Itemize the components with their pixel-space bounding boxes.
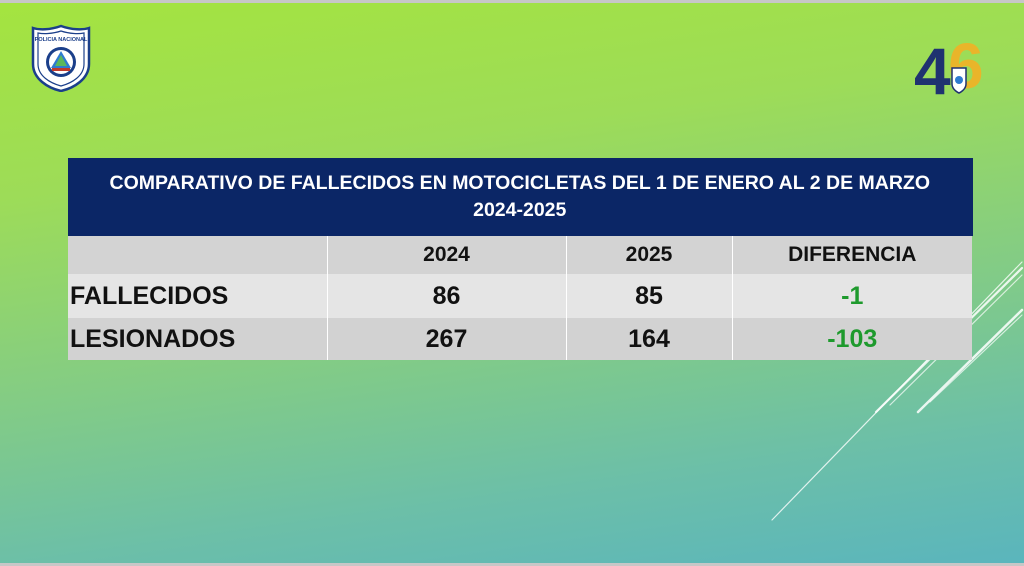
table-row: FALLECIDOS 86 85 -1 <box>68 274 972 318</box>
cell-2024: 86 <box>326 274 566 318</box>
table-header-row: 2024 2025 DIFERENCIA <box>68 236 972 274</box>
cell-2024: 267 <box>326 318 566 360</box>
anniversary-46-logo: 4 6 <box>914 30 984 106</box>
logo-digit-4: 4 <box>914 34 951 106</box>
comparison-table: COMPARATIVO DE FALLECIDOS EN MOTOCICLETA… <box>68 158 973 360</box>
slide-bottom-border <box>0 563 1024 566</box>
slide-top-border <box>0 0 1024 3</box>
cell-2025: 164 <box>565 318 732 360</box>
cell-diferencia: -103 <box>731 318 972 360</box>
logo-digit-6: 6 <box>948 30 984 102</box>
row-label: FALLECIDOS <box>68 274 327 318</box>
cell-2025: 85 <box>565 274 732 318</box>
cell-diferencia: -1 <box>731 274 972 318</box>
header-2025: 2025 <box>565 236 732 274</box>
header-diferencia: DIFERENCIA <box>731 236 972 274</box>
header-empty <box>68 236 327 274</box>
header-2024: 2024 <box>326 236 566 274</box>
row-label: LESIONADOS <box>68 318 327 360</box>
badge-lettering: POLICIA NACIONAL <box>35 37 88 43</box>
comparison-table-container: COMPARATIVO DE FALLECIDOS EN MOTOCICLETA… <box>68 158 973 360</box>
table-title: COMPARATIVO DE FALLECIDOS EN MOTOCICLETA… <box>68 158 973 236</box>
policia-nacional-badge-logo: POLICIA NACIONAL <box>31 24 91 92</box>
table-row: LESIONADOS 267 164 -103 <box>68 318 972 360</box>
